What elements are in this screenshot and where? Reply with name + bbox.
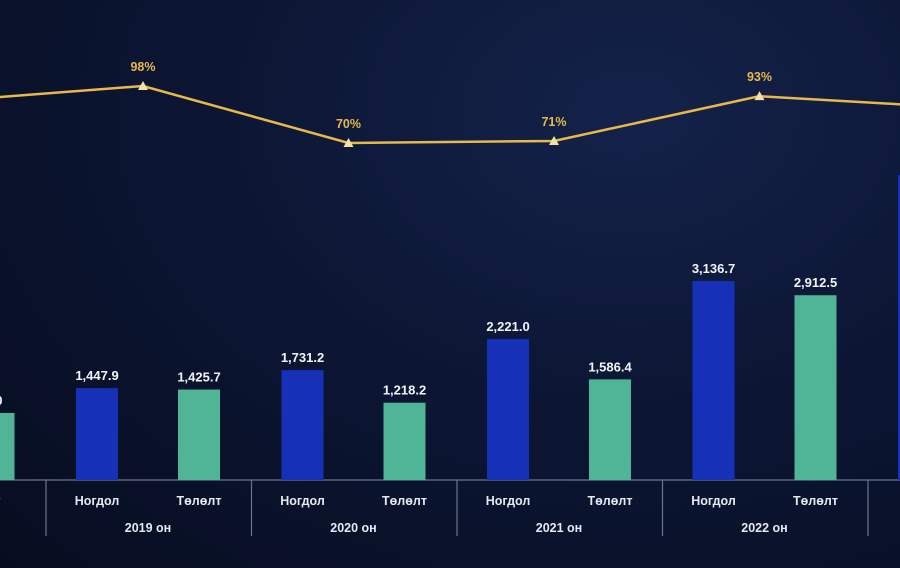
bar-value-label: 1,447.9 [75, 368, 118, 383]
bar-value-label: 2,221.0 [486, 319, 529, 334]
bar-tololt [383, 402, 426, 480]
category-label: Ногдол [75, 494, 120, 508]
year-label: 2021 он [536, 521, 582, 535]
category-label: Төлөлт [382, 494, 427, 508]
ratio-marker [138, 81, 148, 90]
bar-nogdol [898, 174, 900, 480]
bar-tololt [0, 412, 15, 480]
bar-value-label: 3,136.7 [692, 261, 735, 276]
bar-nogdol [281, 370, 324, 480]
ratio-line [0, 84, 900, 145]
bar-nogdol [76, 388, 118, 480]
ratio-marker [549, 135, 559, 145]
category-label: Төлөлт [793, 494, 838, 508]
category-label: лт [0, 494, 1, 508]
ratio-marker [343, 138, 354, 147]
bar-value-label: 7.0 [0, 393, 3, 408]
category-label: Ногдол [280, 494, 325, 508]
bar-value-label: 1,731.2 [281, 350, 324, 365]
bar-value-label: 1,218.2 [383, 383, 426, 398]
ratio-label: 71% [541, 115, 566, 129]
category-label: Төлөлт [588, 494, 633, 508]
bar-value-label: 2,912.5 [794, 275, 837, 290]
ratio-label: 98% [130, 60, 155, 74]
category-label: Ногдол [486, 494, 531, 508]
bar-value-label: 1,586.4 [588, 359, 632, 374]
bar-tololt [589, 379, 631, 480]
bar-nogdol [692, 281, 735, 480]
bar-nogdol [487, 339, 529, 480]
bar-tololt [794, 295, 837, 480]
category-label: Төлөлт [177, 494, 222, 508]
year-label: 2020 он [330, 521, 376, 535]
bar-value-label: 1,425.7 [177, 370, 220, 385]
ratio-label: 70% [336, 117, 361, 131]
year-label: 2019 он [125, 521, 171, 535]
ratio-marker [754, 91, 765, 101]
category-label: Ногдол [691, 494, 736, 508]
ratio-label: 93% [747, 70, 772, 84]
year-label: 2022 он [741, 521, 787, 535]
bar-tololt [178, 389, 220, 480]
